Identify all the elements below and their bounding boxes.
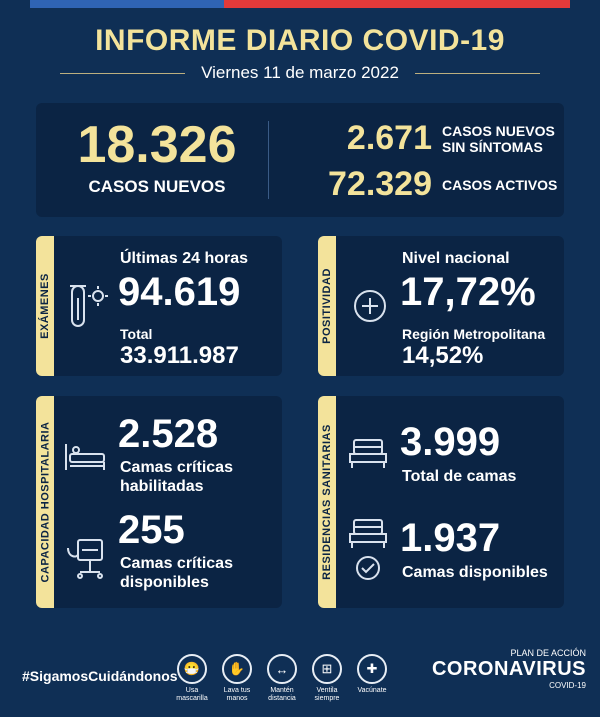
positividad-rm-label: Región Metropolitana bbox=[402, 326, 546, 342]
date-row: Viernes 11 de marzo 2022 bbox=[60, 62, 540, 84]
capacidad-enabled-label-line2: habilitadas bbox=[120, 478, 204, 495]
active-value: 72.329 bbox=[328, 165, 432, 203]
flag-stripe-blue bbox=[30, 0, 225, 8]
ventilator-icon bbox=[67, 539, 103, 579]
active-row: 72.329 CASOS ACTIVOS bbox=[282, 165, 557, 204]
positividad-tab-label: POSITIVIDAD bbox=[321, 268, 334, 344]
distance-icon: ↔ bbox=[267, 654, 297, 684]
examenes-tab-label: EXÁMENES bbox=[39, 273, 51, 339]
capacidad-available-label-line2: disponibles bbox=[120, 574, 209, 591]
flag-stripe bbox=[30, 0, 570, 8]
asymptomatic-label-line1: CASOS NUEVOS bbox=[442, 122, 555, 139]
asymptomatic-value: 2.671 bbox=[346, 119, 432, 157]
window-icon: ⊞ bbox=[312, 654, 342, 684]
capacidad-enabled-label-line1: Camas críticas bbox=[120, 459, 233, 476]
summary-divider bbox=[268, 121, 269, 199]
capacidad-enabled-label: Camas críticas habilitadas bbox=[120, 458, 233, 496]
care-ventilate: ⊞ Ventila siempre bbox=[305, 654, 349, 703]
hashtag: #SigamosCuidándonos bbox=[22, 668, 178, 684]
examenes-last24-label: Últimas 24 horas bbox=[120, 250, 249, 267]
report-title: INFORME DIARIO COVID-19 bbox=[95, 24, 505, 57]
active-label: CASOS ACTIVOS bbox=[442, 176, 558, 193]
care-wash-hands: ✋ Lava tus manos bbox=[215, 654, 259, 703]
divider-line bbox=[414, 72, 540, 74]
residencias-tab-label: RESIDENCIAS SANITARIAS bbox=[321, 424, 333, 580]
summary-panel: 18.326 CASOS NUEVOS 2.671 CASOS NUEVOS S… bbox=[36, 103, 564, 217]
residencias-tab: RESIDENCIAS SANITARIAS bbox=[318, 396, 336, 608]
capacidad-panel: CAPACIDAD HOSPITALARIA 2.528 Camas críti… bbox=[36, 396, 282, 608]
new-cases-value: 18.326 bbox=[77, 116, 237, 174]
capacidad-tab: CAPACIDAD HOSPITALARIA bbox=[36, 396, 54, 608]
asymptomatic-label-line2: SIN SÍNTOMAS bbox=[442, 138, 543, 155]
asymptomatic-label: CASOS NUEVOS SIN SÍNTOMAS bbox=[442, 123, 555, 155]
positividad-tab: POSITIVIDAD bbox=[318, 236, 336, 376]
capacidad-available-label: Camas críticas disponibles bbox=[120, 554, 233, 592]
asymptomatic-row: 2.671 CASOS NUEVOS SIN SÍNTOMAS bbox=[282, 119, 555, 158]
logo-plan: PLAN DE ACCIÓN bbox=[510, 648, 586, 658]
hospital-bed-icon bbox=[65, 444, 105, 470]
bed-icon bbox=[349, 439, 387, 468]
examenes-tab: EXÁMENES bbox=[36, 236, 54, 376]
coronavirus-logo: PLAN DE ACCIÓN CORONAVIRUS COVID-19 bbox=[430, 648, 586, 690]
examenes-total-value: 33.911.987 bbox=[120, 342, 239, 369]
capacidad-enabled-value: 2.528 bbox=[118, 412, 219, 456]
report-date: Viernes 11 de marzo 2022 bbox=[201, 63, 399, 82]
flag-stripe-red bbox=[224, 0, 570, 8]
capacidad-tab-label: CAPACIDAD HOSPITALARIA bbox=[39, 421, 51, 583]
positividad-national-value: 17,72% bbox=[400, 270, 536, 314]
vaccine-icon: ✚ bbox=[357, 654, 387, 684]
positividad-panel: POSITIVIDAD Nivel nacional 17,72% Región… bbox=[318, 236, 564, 376]
mask-icon: 😷 bbox=[177, 654, 207, 684]
hands-icon: ✋ bbox=[222, 654, 252, 684]
residencias-available-label: Camas disponibles bbox=[402, 564, 548, 581]
residencias-available-value: 1.937 bbox=[400, 516, 501, 560]
logo-corona: CORONAVIRUS bbox=[431, 658, 586, 680]
new-cases-label: CASOS NUEVOS bbox=[88, 177, 226, 196]
capacidad-available-label-line1: Camas críticas bbox=[120, 555, 233, 572]
positividad-national-label: Nivel nacional bbox=[402, 250, 510, 267]
care-vaccine: ✚ Vacúnate bbox=[350, 654, 394, 695]
residencias-panel: RESIDENCIAS SANITARIAS 3.999 Total de ca… bbox=[318, 396, 564, 608]
positividad-rm-value: 14,52% bbox=[402, 342, 484, 369]
plus-circle-icon bbox=[354, 290, 386, 322]
care-mask: 😷 Usa mascarilla bbox=[170, 654, 214, 703]
residencias-total-value: 3.999 bbox=[400, 420, 501, 464]
care-distance: ↔ Mantén distancia bbox=[260, 654, 304, 703]
residencias-total-label: Total de camas bbox=[402, 468, 517, 485]
examenes-last24-value: 94.619 bbox=[118, 270, 241, 314]
capacidad-available-value: 255 bbox=[118, 508, 185, 552]
examenes-total-label: Total bbox=[120, 326, 153, 342]
bed-check-icon bbox=[349, 519, 387, 580]
new-cases-block: 18.326 CASOS NUEVOS bbox=[54, 117, 260, 197]
logo-covid: COVID-19 bbox=[549, 681, 586, 690]
test-tube-icon bbox=[70, 285, 108, 327]
divider-line bbox=[60, 72, 186, 74]
examenes-panel: EXÁMENES Últimas 24 horas 94.619 Total 3… bbox=[36, 236, 282, 376]
